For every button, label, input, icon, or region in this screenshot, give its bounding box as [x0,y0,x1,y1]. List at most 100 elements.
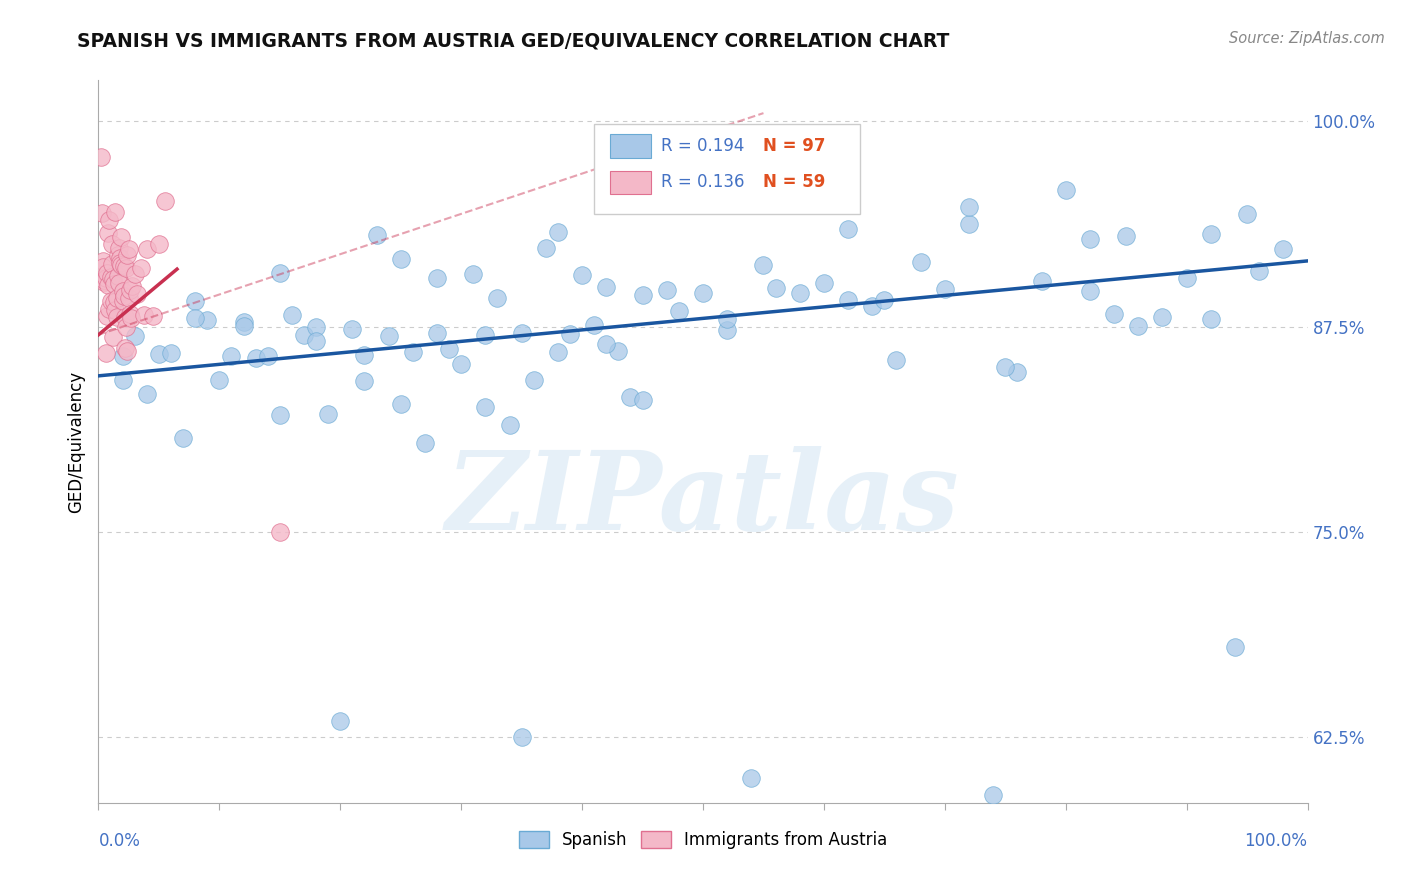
Point [498,417,520,432]
Point [910,255,932,269]
FancyBboxPatch shape [610,170,651,194]
Point [101,330,124,344]
Point [886,352,908,367]
Point [1272,243,1295,257]
Point [1128,319,1150,334]
Point [232,315,254,329]
Point [148,347,170,361]
Point [100,257,122,271]
Point [91,206,114,220]
Point [1236,207,1258,221]
Point [97,226,120,240]
Point [1249,264,1271,278]
Point [1115,229,1137,244]
Point [655,284,678,298]
Point [94,346,117,360]
Point [305,319,328,334]
Point [101,271,124,285]
Point [96,309,118,323]
FancyBboxPatch shape [610,135,651,158]
Point [1223,640,1246,654]
Point [100,269,122,284]
Point [558,326,581,341]
Point [510,326,533,340]
Point [1199,312,1222,326]
Point [108,256,131,270]
Text: N = 59: N = 59 [763,173,825,191]
Point [118,242,141,256]
Point [426,270,449,285]
Point [305,334,328,348]
Point [510,730,533,744]
Point [100,268,122,282]
Point [631,393,654,408]
Point [534,241,557,255]
Point [245,351,267,366]
Point [134,308,156,322]
Point [329,714,352,728]
Point [111,373,134,387]
Text: R = 0.194: R = 0.194 [661,137,744,155]
Point [426,326,449,341]
Point [523,373,546,387]
Point [112,259,135,273]
Point [195,313,218,327]
Point [1054,183,1077,197]
Point [124,267,146,281]
Point [94,271,117,285]
Point [752,258,775,272]
Point [547,345,569,359]
Point [668,304,690,318]
Point [269,408,291,422]
Point [740,771,762,785]
Point [115,319,138,334]
Point [232,319,254,334]
Point [110,258,132,272]
Point [108,276,131,290]
Point [619,390,641,404]
Point [127,286,149,301]
Point [413,436,436,450]
Point [679,189,702,203]
Point [114,341,136,355]
Text: N = 97: N = 97 [763,137,825,155]
Point [112,289,135,303]
Point [118,307,141,321]
Point [129,260,152,275]
Point [105,291,128,305]
Point [93,275,115,289]
Point [716,323,738,337]
Point [1175,271,1198,285]
Point [837,222,859,236]
Point [957,200,980,214]
Point [160,346,183,360]
Point [91,260,114,274]
Point [765,281,787,295]
Point [571,268,593,283]
Point [813,276,835,290]
Point [256,350,278,364]
Point [111,293,134,308]
Point [402,344,425,359]
Point [389,252,412,266]
Point [389,397,412,411]
Point [316,408,339,422]
Point [292,328,315,343]
Point [463,267,485,281]
Point [1102,307,1125,321]
Point [111,349,134,363]
Point [366,227,388,242]
Text: R = 0.136: R = 0.136 [661,173,744,191]
Text: 0.0%: 0.0% [98,831,141,850]
Point [957,217,980,231]
Point [90,150,112,164]
Point [208,373,231,387]
Point [1007,365,1029,379]
Point [607,343,630,358]
Point [789,285,811,300]
Point [118,291,141,305]
Point [115,261,138,276]
Point [153,194,176,208]
Point [103,277,125,291]
Point [1078,232,1101,246]
